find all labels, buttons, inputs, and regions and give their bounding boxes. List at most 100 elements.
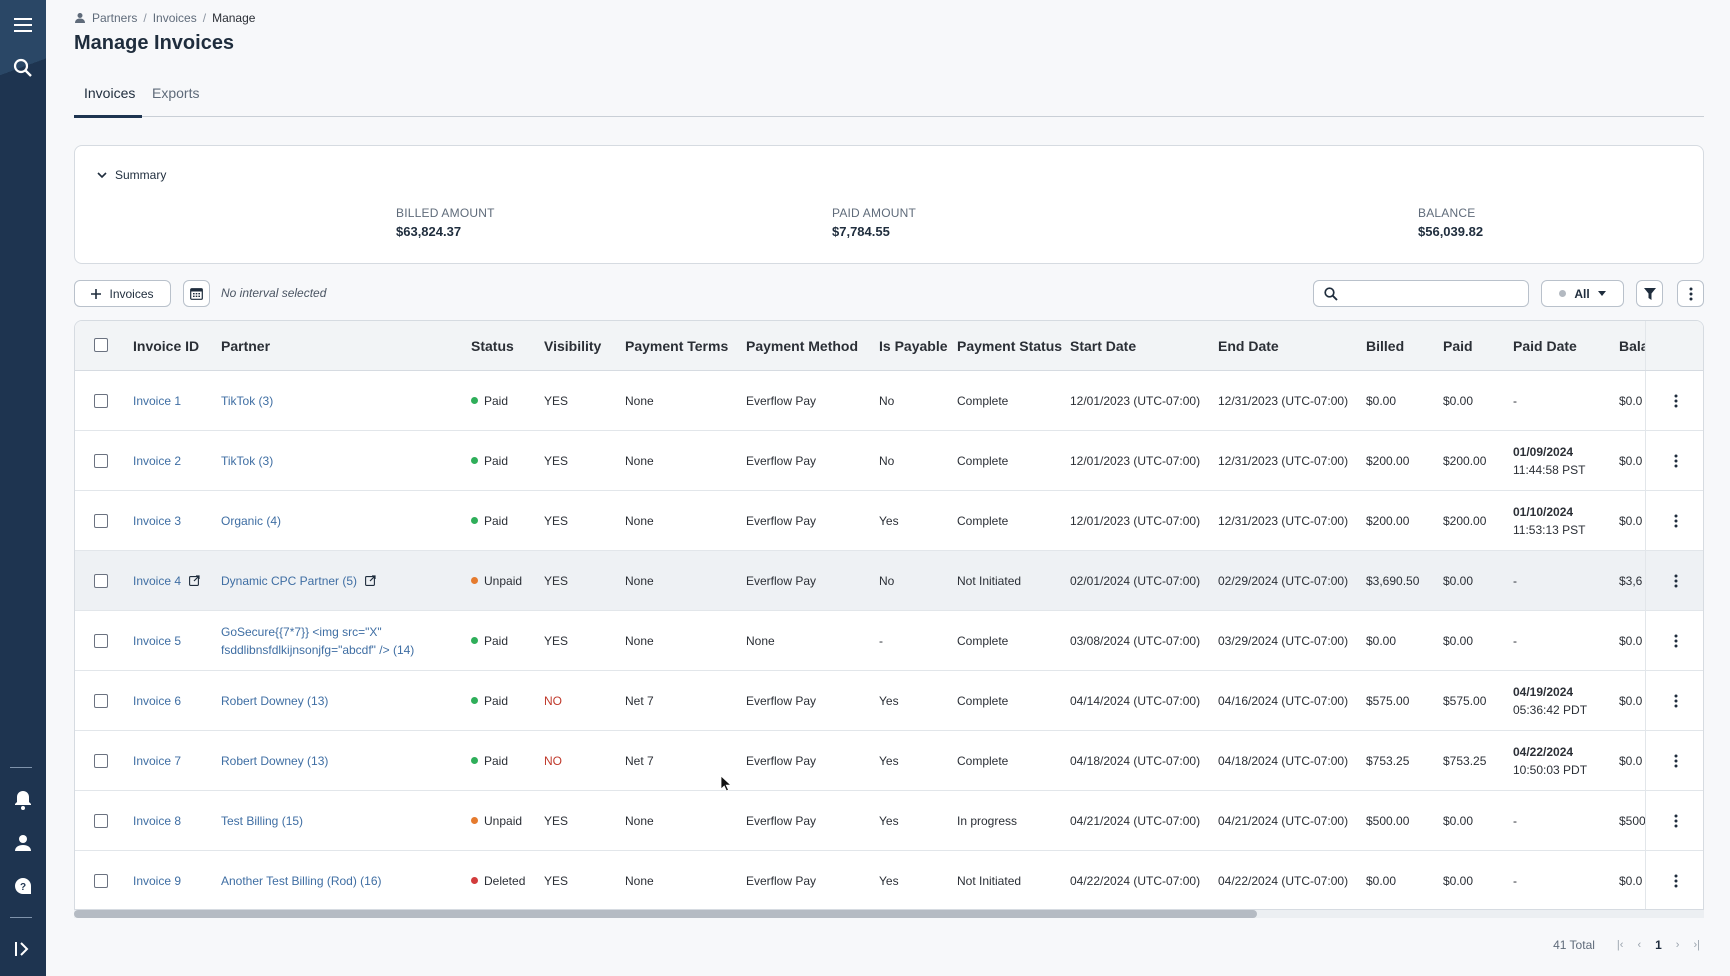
partner-link-continued[interactable]: fsddlibnsfdlkijnsonjfg="abcdf" /> (14) bbox=[221, 643, 415, 657]
global-search-button[interactable] bbox=[0, 48, 46, 88]
row-checkbox[interactable] bbox=[94, 394, 108, 408]
breadcrumb-partners[interactable]: Partners bbox=[92, 11, 138, 25]
breadcrumb-invoices[interactable]: Invoices bbox=[152, 11, 197, 25]
select-all-checkbox[interactable] bbox=[94, 338, 108, 352]
table-row[interactable]: Invoice 6 Robert Downey (13) Paid NO Net 7 Ev… bbox=[75, 671, 1703, 731]
partner-link[interactable]: GoSecure{{7*7}} <img src="X" bbox=[221, 625, 382, 639]
partner-link[interactable]: TikTok (3) bbox=[221, 454, 274, 468]
menu-button[interactable] bbox=[0, 5, 46, 45]
col-is-payable[interactable]: Is Payable bbox=[879, 338, 948, 354]
col-billed[interactable]: Billed bbox=[1366, 338, 1405, 354]
invoice-id-link[interactable]: Invoice 1 bbox=[133, 394, 182, 408]
profile-button[interactable] bbox=[0, 823, 46, 863]
active-tab-indicator bbox=[74, 115, 142, 118]
start-date-value: 03/08/2024 (UTC-07:00) bbox=[1070, 634, 1201, 648]
invoice-id-link[interactable]: Invoice 7 bbox=[133, 754, 182, 768]
col-payment-terms[interactable]: Payment Terms bbox=[625, 338, 729, 354]
col-payment-method[interactable]: Payment Method bbox=[746, 338, 859, 354]
search-input[interactable] bbox=[1344, 285, 1520, 303]
table-row[interactable]: Invoice 5 GoSecure{{7*7}} <img src="X" fsd… bbox=[75, 611, 1703, 671]
expand-sidebar-button[interactable] bbox=[0, 929, 46, 969]
partner-link[interactable]: Test Billing (15) bbox=[221, 814, 304, 828]
end-date-value: 12/31/2023 (UTC-07:00) bbox=[1218, 394, 1349, 408]
tab-bar: Invoices Exports bbox=[74, 80, 1704, 118]
last-page-button[interactable]: ›| bbox=[1693, 939, 1700, 951]
table-row[interactable]: Invoice 2 TikTok (3) Paid YES None Everflow P… bbox=[75, 431, 1703, 491]
summary-label: Summary bbox=[115, 168, 167, 182]
col-balance[interactable]: Bala bbox=[1619, 338, 1649, 354]
row-actions-button[interactable] bbox=[1645, 791, 1703, 850]
row-actions-button[interactable] bbox=[1645, 431, 1703, 490]
row-checkbox[interactable] bbox=[94, 694, 108, 708]
row-checkbox[interactable] bbox=[94, 454, 108, 468]
row-checkbox[interactable] bbox=[94, 874, 108, 888]
partner-link[interactable]: Robert Downey (13) bbox=[221, 754, 329, 768]
table-row[interactable]: Invoice 4 Dynamic CPC Partner (5) Unpaid YE… bbox=[75, 551, 1703, 611]
is-payable-value: No bbox=[879, 454, 895, 468]
header-actions-cell bbox=[1645, 321, 1703, 370]
col-status[interactable]: Status bbox=[471, 338, 514, 354]
row-actions-button[interactable] bbox=[1645, 731, 1703, 790]
invoice-id-link[interactable]: Invoice 6 bbox=[133, 694, 182, 708]
table-row[interactable]: Invoice 7 Robert Downey (13) Paid NO Net 7 Ev… bbox=[75, 731, 1703, 791]
paid-date-value: 01/09/2024 bbox=[1513, 445, 1574, 459]
help-button[interactable]: ? bbox=[0, 866, 46, 906]
col-invoice-id[interactable]: Invoice ID bbox=[133, 338, 200, 354]
date-range-button[interactable] bbox=[183, 280, 210, 307]
col-payment-status[interactable]: Payment Status bbox=[957, 338, 1063, 354]
table-row[interactable]: Invoice 9 Another Test Billing (Rod) (16)… bbox=[75, 851, 1703, 909]
more-options-button[interactable] bbox=[1677, 280, 1704, 307]
row-actions-button[interactable] bbox=[1645, 491, 1703, 550]
invoice-id-link[interactable]: Invoice 8 bbox=[133, 814, 182, 828]
col-paid-date[interactable]: Paid Date bbox=[1513, 338, 1577, 354]
is-payable-value: Yes bbox=[879, 694, 899, 708]
first-page-button[interactable]: |‹ bbox=[1616, 939, 1624, 951]
invoice-id-link[interactable]: Invoice 4 bbox=[133, 574, 182, 588]
prev-page-button[interactable]: ‹ bbox=[1637, 939, 1642, 951]
tab-exports[interactable]: Exports bbox=[152, 85, 200, 101]
row-actions-button[interactable] bbox=[1645, 851, 1703, 909]
summary-toggle[interactable]: Summary bbox=[97, 168, 166, 182]
row-actions-button[interactable] bbox=[1645, 371, 1703, 430]
row-checkbox[interactable] bbox=[94, 574, 108, 588]
row-actions-button[interactable] bbox=[1645, 671, 1703, 730]
row-actions-button[interactable] bbox=[1645, 551, 1703, 610]
status-filter-select[interactable]: All bbox=[1541, 280, 1624, 307]
payment-method-value: Everflow Pay bbox=[746, 394, 817, 408]
partner-link[interactable]: Another Test Billing (Rod) (16) bbox=[221, 874, 382, 888]
col-partner[interactable]: Partner bbox=[221, 338, 271, 354]
col-start-date[interactable]: Start Date bbox=[1070, 338, 1137, 354]
filter-icon bbox=[1643, 287, 1656, 300]
partner-link[interactable]: Organic (4) bbox=[221, 514, 282, 528]
kebab-icon bbox=[1689, 287, 1692, 300]
invoice-id-link[interactable]: Invoice 3 bbox=[133, 514, 182, 528]
table-row[interactable]: Invoice 8 Test Billing (15) Unpaid YES None E… bbox=[75, 791, 1703, 851]
table-row[interactable]: Invoice 1 TikTok (3) Paid YES None Everflow P… bbox=[75, 371, 1703, 431]
row-actions-button[interactable] bbox=[1645, 611, 1703, 670]
col-end-date[interactable]: End Date bbox=[1218, 338, 1279, 354]
partner-link[interactable]: Dynamic CPC Partner (5) bbox=[221, 574, 358, 588]
row-checkbox[interactable] bbox=[94, 514, 108, 528]
billed-value: $3,690.50 bbox=[1366, 574, 1420, 588]
tab-invoices[interactable]: Invoices bbox=[84, 85, 136, 101]
row-checkbox[interactable] bbox=[94, 634, 108, 648]
external-link-icon[interactable] bbox=[365, 575, 376, 586]
next-page-button[interactable]: › bbox=[1675, 939, 1680, 951]
horizontal-scrollbar[interactable] bbox=[74, 910, 1704, 918]
external-link-icon[interactable] bbox=[189, 575, 200, 586]
col-paid[interactable]: Paid bbox=[1443, 338, 1473, 354]
col-visibility[interactable]: Visibility bbox=[544, 338, 602, 354]
row-checkbox[interactable] bbox=[94, 814, 108, 828]
add-invoices-button[interactable]: Invoices bbox=[74, 280, 171, 307]
scrollbar-thumb[interactable] bbox=[74, 910, 1257, 918]
invoice-id-link[interactable]: Invoice 2 bbox=[133, 454, 182, 468]
partner-link[interactable]: Robert Downey (13) bbox=[221, 694, 329, 708]
invoice-id-link[interactable]: Invoice 5 bbox=[133, 634, 182, 648]
filter-button[interactable] bbox=[1636, 280, 1663, 307]
visibility-value: YES bbox=[544, 874, 569, 888]
notifications-button[interactable] bbox=[0, 780, 46, 820]
table-row[interactable]: Invoice 3 Organic (4) Paid YES None Everflow … bbox=[75, 491, 1703, 551]
row-checkbox[interactable] bbox=[94, 754, 108, 768]
invoice-id-link[interactable]: Invoice 9 bbox=[133, 874, 182, 888]
partner-link[interactable]: TikTok (3) bbox=[221, 394, 274, 408]
